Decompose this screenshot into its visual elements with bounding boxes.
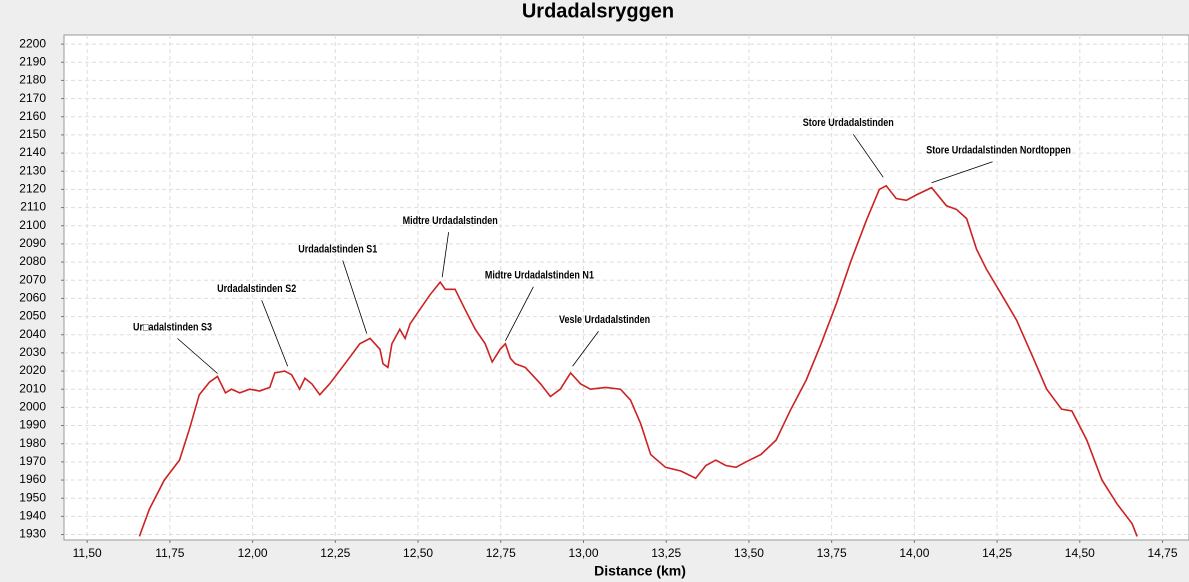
y-tick-label: 2170	[19, 91, 46, 105]
annotation-leader	[441, 232, 449, 278]
plot-area	[63, 34, 1189, 541]
y-tick-label: 2070	[19, 272, 46, 286]
y-tick-label: 2160	[19, 109, 46, 123]
y-tick-label: 2120	[19, 182, 46, 196]
y-tick-label: 1960	[19, 472, 46, 486]
y-tick-label: 1990	[19, 418, 46, 432]
annotation-leader	[572, 331, 599, 367]
x-tick-label: 14,25	[982, 546, 1012, 560]
annotation-leader	[261, 300, 289, 367]
x-tick-label: 11,75	[155, 546, 184, 560]
annotation-label: Store Urdadalstinden Nordtoppen	[926, 145, 1071, 157]
x-tick-label: 12,50	[403, 546, 433, 560]
annotation-leader	[177, 338, 218, 374]
x-tick-label: 14,00	[899, 546, 929, 560]
y-tick-label: 2040	[19, 327, 46, 341]
y-tick-label: 2100	[19, 218, 46, 232]
x-tick-label: 11,50	[73, 546, 102, 560]
y-tick-label: 2110	[20, 200, 46, 214]
y-tick-label: 2050	[19, 309, 46, 323]
y-tick-label: 2010	[19, 381, 46, 395]
y-tick-label: 2130	[19, 163, 46, 177]
chart-title: Urdadalsryggen	[522, 0, 674, 22]
annotation-label: Ur□adalstinden S3	[133, 322, 212, 334]
x-axis-label: Distance (km)	[594, 563, 686, 579]
annotation-leader	[342, 260, 368, 334]
annotation-leader	[505, 286, 534, 341]
y-tick-label: 2150	[19, 127, 46, 141]
x-tick-label: 13,75	[817, 546, 847, 560]
annotation-label: Urdadalstinden S1	[298, 244, 377, 256]
annotation-label: Vesle Urdadalstinden	[559, 314, 650, 326]
x-tick-label: 13,25	[651, 546, 681, 560]
annotation-label: Midtre Urdadalstinden	[403, 215, 498, 227]
line-group	[138, 184, 1138, 537]
y-tick-label: 2060	[19, 291, 46, 305]
y-tick-label: 2000	[19, 400, 46, 414]
y-tick-label: 1970	[19, 454, 46, 468]
elevation-line	[138, 184, 1138, 537]
x-tick-label: 12,25	[320, 546, 350, 560]
annotation-leader	[852, 134, 884, 178]
y-tick-label: 2030	[19, 345, 46, 359]
y-tick-label: 2080	[19, 254, 46, 268]
x-tick-label: 12,75	[486, 546, 516, 560]
x-tick-label: 14,75	[1148, 546, 1178, 560]
y-tick-label: 2090	[19, 236, 46, 250]
y-tick-label: 1940	[19, 509, 46, 523]
y-tick-label: 2180	[19, 73, 46, 87]
y-tick-label: 2190	[19, 54, 46, 68]
y-tick-label: 1930	[19, 527, 46, 541]
annotation-label: Urdadalstinden S2	[217, 283, 296, 295]
annotation-label: Midtre Urdadalstinden N1	[485, 270, 594, 282]
y-tick-label: 1950	[19, 490, 46, 504]
y-tick-label: 2200	[19, 36, 46, 50]
y-tick-label: 2140	[19, 145, 46, 159]
x-tick-label: 13,50	[734, 546, 764, 560]
x-tick-label: 14,50	[1065, 546, 1095, 560]
y-tick-label: 2020	[19, 363, 46, 377]
annotation-label: Store Urdadalstinden	[803, 117, 894, 129]
x-tick-label: 12,00	[238, 546, 268, 560]
x-tick-label: 13,00	[568, 546, 598, 560]
y-tick-label: 1980	[19, 436, 46, 450]
annotation-leader	[931, 161, 993, 184]
